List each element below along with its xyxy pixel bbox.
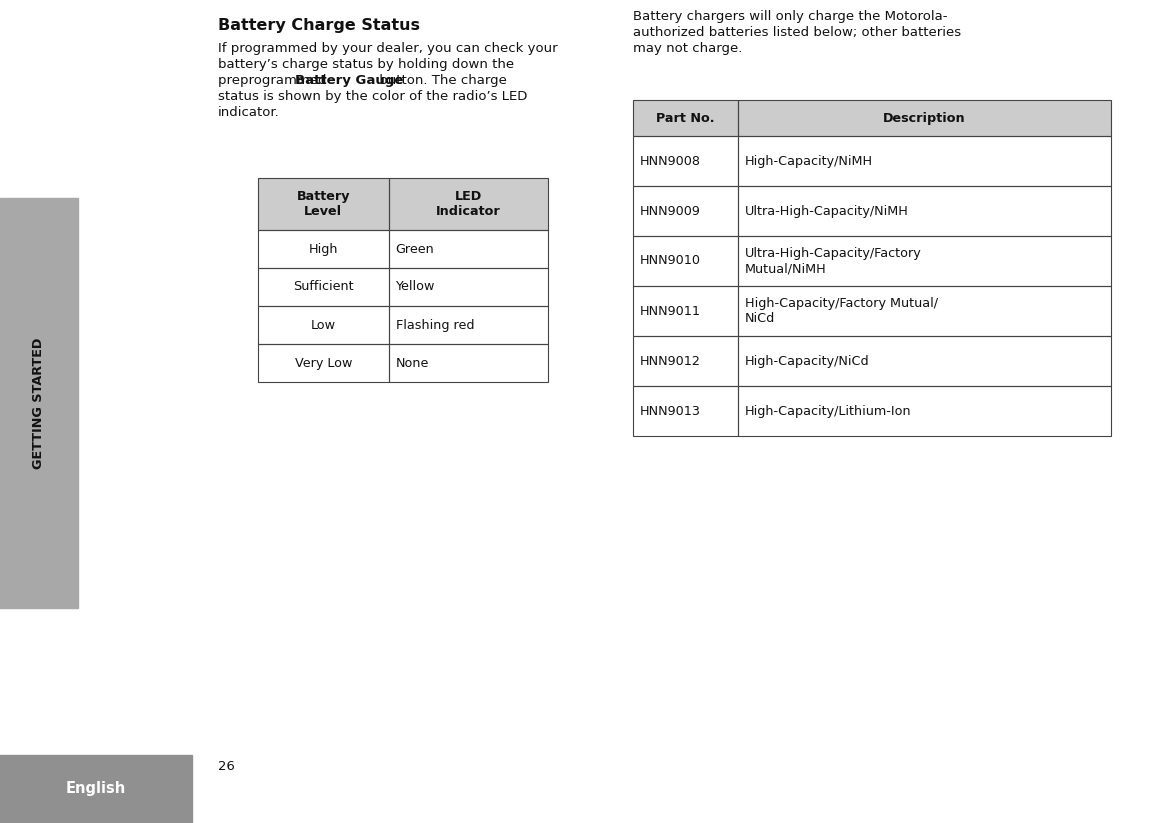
Bar <box>738 386 1111 436</box>
Text: HNN9012: HNN9012 <box>640 355 701 368</box>
Text: Battery chargers will only charge the Motorola-: Battery chargers will only charge the Mo… <box>633 10 948 23</box>
Bar <box>633 100 738 136</box>
Bar <box>633 286 738 336</box>
Bar <box>388 268 548 306</box>
Text: HNN9011: HNN9011 <box>640 305 701 318</box>
Text: indicator.: indicator. <box>218 106 279 119</box>
Text: HNN9008: HNN9008 <box>640 155 701 168</box>
Bar <box>259 230 388 268</box>
Text: LED
Indicator: LED Indicator <box>435 190 501 218</box>
Text: Part No.: Part No. <box>656 111 715 124</box>
Bar <box>633 136 738 186</box>
Text: Ultra-High-Capacity/NiMH: Ultra-High-Capacity/NiMH <box>746 204 909 217</box>
Bar <box>388 178 548 230</box>
Text: Ultra-High-Capacity/Factory
Mutual/NiMH: Ultra-High-Capacity/Factory Mutual/NiMH <box>746 247 921 275</box>
Text: Battery Charge Status: Battery Charge Status <box>218 18 421 33</box>
Text: HNN9010: HNN9010 <box>640 254 701 267</box>
Bar <box>738 100 1111 136</box>
Text: Battery Gauge: Battery Gauge <box>295 74 403 87</box>
Text: authorized batteries listed below; other batteries: authorized batteries listed below; other… <box>633 26 961 39</box>
Text: battery’s charge status by holding down the: battery’s charge status by holding down … <box>218 58 514 71</box>
Bar <box>738 286 1111 336</box>
Bar <box>633 236 738 286</box>
Bar <box>259 344 388 382</box>
Text: High-Capacity/Factory Mutual/
NiCd: High-Capacity/Factory Mutual/ NiCd <box>746 297 939 325</box>
Text: Flashing red: Flashing red <box>395 319 475 332</box>
Bar <box>633 186 738 236</box>
Text: Very Low: Very Low <box>294 356 352 370</box>
Bar <box>738 336 1111 386</box>
Text: Description: Description <box>884 111 966 124</box>
Bar <box>259 178 388 230</box>
Bar <box>738 136 1111 186</box>
Text: Green: Green <box>395 243 434 255</box>
Bar <box>633 336 738 386</box>
Text: may not charge.: may not charge. <box>633 42 742 55</box>
Bar <box>388 306 548 344</box>
Bar <box>259 268 388 306</box>
Text: status is shown by the color of the radio’s LED: status is shown by the color of the radi… <box>218 90 527 103</box>
Text: High: High <box>308 243 338 255</box>
Text: High-Capacity/Lithium-Ion: High-Capacity/Lithium-Ion <box>746 404 912 417</box>
Bar <box>738 100 1111 136</box>
Bar <box>633 386 738 436</box>
Text: Low: Low <box>310 319 336 332</box>
Text: Battery
Level: Battery Level <box>296 190 350 218</box>
Bar <box>259 306 388 344</box>
Bar <box>0 198 78 608</box>
Text: None: None <box>395 356 429 370</box>
Text: preprogrammed: preprogrammed <box>218 74 331 87</box>
Text: HNN9009: HNN9009 <box>640 204 701 217</box>
Text: If programmed by your dealer, you can check your: If programmed by your dealer, you can ch… <box>218 42 557 55</box>
Text: HNN9013: HNN9013 <box>640 404 701 417</box>
Bar <box>0 755 192 823</box>
Bar <box>259 178 388 230</box>
Text: 26: 26 <box>218 760 234 773</box>
Text: English: English <box>65 782 126 797</box>
Text: Yellow: Yellow <box>395 281 434 294</box>
Bar <box>388 230 548 268</box>
Bar <box>633 100 738 136</box>
Text: GETTING STARTED: GETTING STARTED <box>32 337 46 468</box>
Bar <box>738 186 1111 236</box>
Bar <box>388 178 548 230</box>
Text: Sufficient: Sufficient <box>293 281 354 294</box>
Text: High-Capacity/NiCd: High-Capacity/NiCd <box>746 355 870 368</box>
Bar <box>388 344 548 382</box>
Bar <box>738 236 1111 286</box>
Text: button. The charge: button. The charge <box>376 74 508 87</box>
Text: High-Capacity/NiMH: High-Capacity/NiMH <box>746 155 873 168</box>
